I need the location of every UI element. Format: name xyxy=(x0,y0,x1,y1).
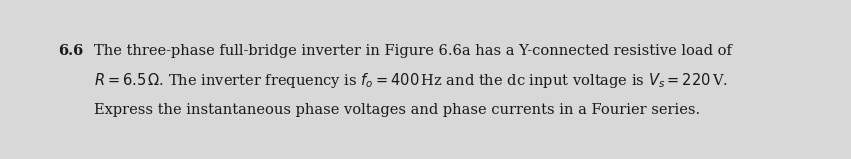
Text: $R = 6.5\,\Omega$. The inverter frequency is $f_o = 400\,$Hz and the dc input vo: $R = 6.5\,\Omega$. The inverter frequenc… xyxy=(94,71,728,90)
Text: Express the instantaneous phase voltages and phase currents in a Fourier series.: Express the instantaneous phase voltages… xyxy=(94,103,700,117)
Text: The three-phase full-bridge inverter in Figure 6.6a has a Y-connected resistive : The three-phase full-bridge inverter in … xyxy=(94,44,732,58)
Text: 6.6: 6.6 xyxy=(58,44,83,58)
